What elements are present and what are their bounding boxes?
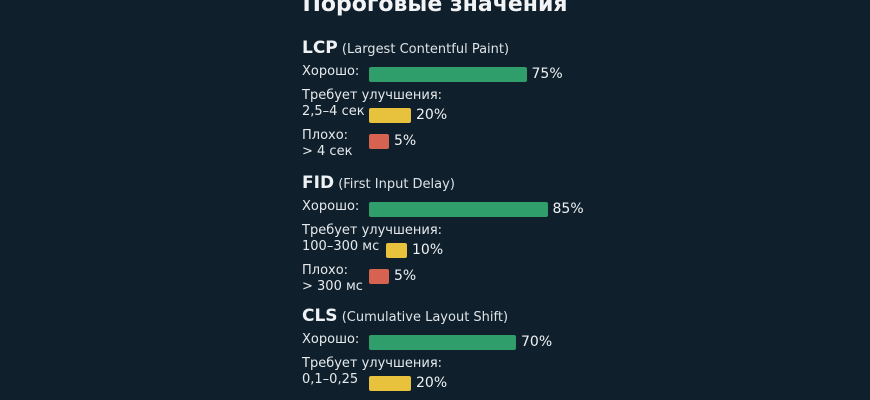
row-label-good: Хорошо: [302,64,359,80]
row-threshold-text: 0,1–0,25 [302,372,359,387]
value-label: 5% [394,268,417,284]
value-label: 70% [521,334,553,350]
row-label-text: Требует улучшения: [302,88,443,103]
metric-abbr: FID [302,173,335,193]
value-label: 20% [416,375,448,391]
bar-mid [386,243,407,258]
row-label-text: Хорошо: [302,199,360,214]
row-label-good: Хорошо: [302,199,359,215]
row-label-mid: Требует улучшения: 0,1–0,25 [302,356,442,388]
value-label: 75% [531,66,563,82]
page-title: Пороговые значения [302,0,568,17]
row-threshold-text: 2,5–4 сек [302,104,365,119]
metric-abbr: CLS [302,306,338,326]
row-label-bad: Плохо: > 300 мс [302,263,363,295]
bar-mid [369,376,411,391]
bar-good [369,202,548,217]
value-label: 85% [552,201,584,217]
row-label-mid: Требует улучшения: 100–300 мс [302,223,442,255]
row-label-text: Требует улучшения: [302,356,443,371]
row-label-text: Плохо: [302,128,349,143]
bar-bad [369,269,389,284]
value-label: 10% [412,242,444,258]
metric-header-fid: FID (First Input Delay) [302,173,455,193]
bar-good [369,67,527,82]
metric-full-name: (Cumulative Layout Shift) [337,310,509,325]
row-threshold-text: > 300 мс [302,279,363,294]
bar-good [369,335,516,350]
metric-full-name: (First Input Delay) [334,177,455,192]
value-label: 20% [416,107,448,123]
row-label-mid: Требует улучшения: 2,5–4 сек [302,88,442,120]
value-label: 5% [394,133,417,149]
row-threshold-text: > 4 сек [302,144,353,159]
bar-mid [369,108,411,123]
row-label-text: Требует улучшения: [302,223,443,238]
metric-header-lcp: LCP (Largest Contentful Paint) [302,38,509,58]
row-label-text: Хорошо: [302,64,360,79]
row-label-good: Хорошо: [302,332,359,348]
metric-header-cls: CLS (Cumulative Layout Shift) [302,306,508,326]
metric-abbr: LCP [302,38,338,58]
row-threshold-text: 100–300 мс [302,239,380,254]
row-label-text: Плохо: [302,263,349,278]
row-label-text: Хорошо: [302,332,360,347]
metric-full-name: (Largest Contentful Paint) [337,42,510,57]
row-label-bad: Плохо: > 4 сек [302,128,352,160]
bar-bad [369,134,389,149]
